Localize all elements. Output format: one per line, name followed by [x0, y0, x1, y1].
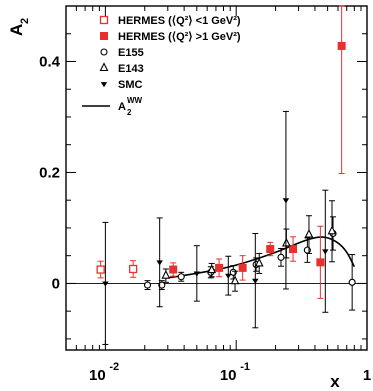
point-marker: [337, 41, 346, 50]
legend-item: SMC: [100, 79, 143, 91]
legend-label: HERMES (⟨Q²⟩ >1 GeV²): [118, 31, 241, 43]
plot-border: [65, 5, 368, 351]
data-point: [238, 255, 247, 281]
y-axis-title: A 2: [7, 18, 31, 36]
point-marker: [304, 228, 314, 238]
point-marker: [252, 278, 259, 284]
legend-marker: [99, 15, 109, 25]
point-marker: [322, 249, 329, 255]
data-points: [96, 5, 356, 345]
data-point: [230, 270, 240, 292]
point-marker: [177, 273, 185, 281]
legend-marker: [100, 48, 108, 56]
data-point: [207, 262, 217, 278]
data-point: [277, 247, 285, 267]
legend-label: E155: [118, 47, 144, 59]
data-point: [322, 189, 329, 313]
plot-frame: [65, 5, 368, 351]
data-point: [193, 245, 201, 302]
point-marker: [156, 260, 163, 266]
data-point: [177, 271, 185, 282]
data-point: [252, 232, 259, 329]
data-point: [156, 217, 163, 308]
axis-ticks: [65, 5, 368, 350]
legend-item: HERMES (⟨Q²⟩ <1 GeV²): [99, 15, 241, 27]
x-tick-label: 1: [363, 367, 371, 384]
point-marker: [238, 263, 247, 272]
point-marker: [215, 263, 224, 272]
x-tick-label: 10: [220, 367, 237, 384]
data-point: [316, 225, 325, 299]
x-tick-label-exponent: -1: [240, 361, 250, 373]
legend-label: SMC: [118, 79, 143, 91]
point-marker: [277, 253, 285, 261]
data-point: [161, 268, 171, 283]
point-marker: [289, 245, 298, 254]
point-marker: [96, 265, 105, 274]
data-point: [169, 262, 178, 277]
data-point: [143, 280, 152, 291]
data-point: [96, 260, 105, 279]
legend-item: A 2 WW: [82, 96, 143, 117]
x-tick-label: 10: [89, 367, 106, 384]
legend-label-sub: 2: [127, 108, 132, 117]
point-marker: [266, 245, 275, 254]
data-point: [282, 110, 290, 290]
legend-marker: [100, 32, 108, 40]
data-point: [128, 260, 138, 278]
y-tick-label: 0.2: [39, 164, 60, 181]
legend-label-sup: WW: [127, 96, 143, 105]
legend-label: A: [118, 101, 126, 113]
data-point: [254, 252, 264, 274]
x-tick-label-exponent: -2: [109, 361, 119, 373]
data-point: [215, 258, 224, 278]
point-marker: [254, 257, 264, 267]
point-marker: [161, 269, 171, 279]
data-point: [102, 221, 109, 345]
point-marker: [158, 281, 166, 289]
legend: HERMES (⟨Q²⟩ <1 GeV²) HERMES (⟨Q²⟩ >1 GeV…: [82, 15, 241, 117]
legend-item: E155: [100, 47, 144, 59]
legend-item: E143: [99, 62, 144, 75]
point-marker: [102, 281, 109, 287]
legend-item: HERMES (⟨Q²⟩ >1 GeV²): [100, 31, 241, 43]
point-marker: [282, 198, 290, 204]
point-marker: [327, 225, 337, 235]
data-point: [337, 5, 346, 175]
y-axis-title-main: A: [7, 24, 26, 36]
data-point: [266, 241, 275, 257]
legend-marker: [100, 82, 108, 88]
y-tick-label: 0.4: [39, 53, 61, 70]
point-marker: [143, 281, 152, 289]
x-axis-title: x: [330, 372, 340, 391]
point-marker: [169, 265, 178, 274]
y-tick-label: 0: [52, 275, 60, 292]
point-marker: [193, 271, 201, 277]
data-point: [304, 215, 314, 254]
point-marker: [230, 275, 240, 285]
data-point: [225, 255, 232, 296]
y-axis-title-sub: 2: [19, 18, 31, 24]
data-point: [289, 236, 298, 262]
point-marker: [348, 278, 356, 286]
data-point: [348, 254, 356, 311]
data-point: [327, 200, 337, 263]
point-marker: [225, 273, 232, 279]
point-marker: [316, 258, 325, 267]
point-marker: [207, 264, 217, 274]
legend-marker: [99, 62, 109, 72]
point-marker: [128, 264, 138, 274]
legend-label: HERMES (⟨Q²⟩ <1 GeV²): [118, 15, 241, 27]
legend-label: E143: [118, 63, 144, 75]
